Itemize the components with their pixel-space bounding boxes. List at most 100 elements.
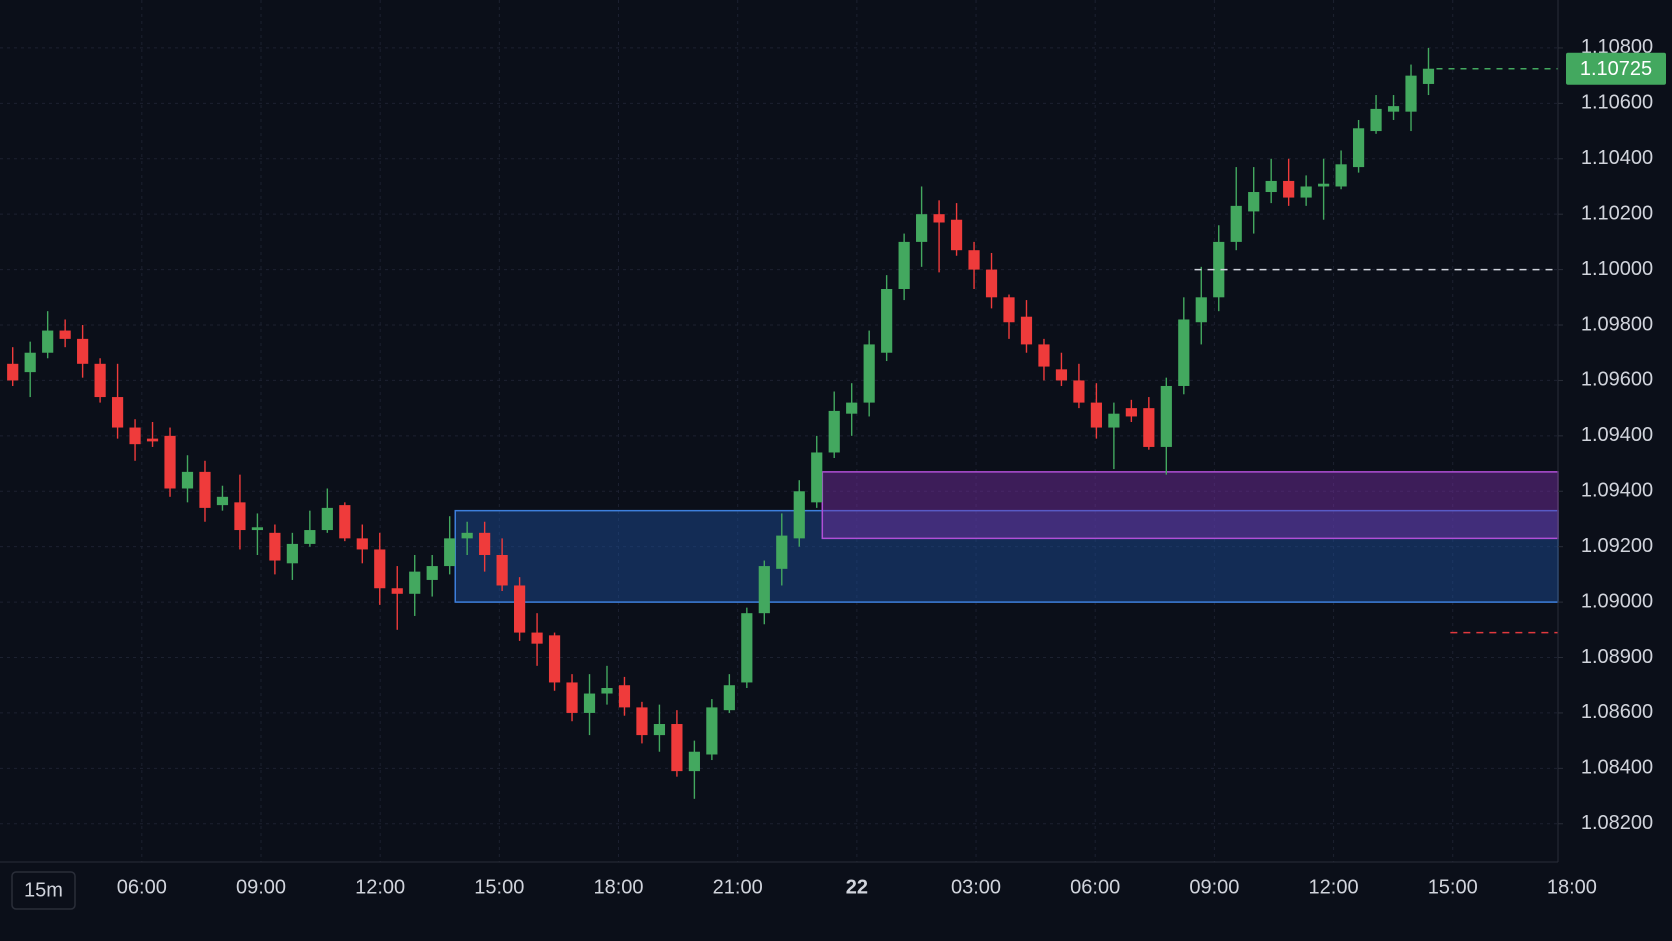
y-tick-label: 1.09000 [1581, 590, 1653, 612]
candle-body [1300, 186, 1312, 198]
candle-body [94, 363, 106, 398]
candle-body [111, 397, 124, 428]
y-tick-label: 1.10000 [1581, 258, 1653, 280]
x-tick-label: 12:00 [355, 876, 405, 898]
candle-body [1125, 408, 1137, 417]
candle-body [706, 707, 718, 755]
candle-body [356, 538, 368, 550]
candle-body [1230, 205, 1242, 242]
zones [454, 471, 1559, 603]
y-tick-label: 1.08600 [1581, 701, 1653, 723]
x-tick-label: 03:00 [951, 876, 1001, 898]
candle-body [846, 402, 858, 414]
last-price-label: 1.10725 [1580, 58, 1652, 80]
y-tick-label: 1.09400 [1581, 480, 1653, 502]
x-tick-label: 15:00 [1428, 876, 1478, 898]
x-tick-label: 22 [846, 876, 868, 898]
candle-body [1090, 402, 1102, 428]
candle-body [723, 685, 735, 711]
candle-body [985, 269, 998, 298]
candle-body [933, 214, 945, 223]
candle-body [1335, 164, 1347, 187]
candle-body [653, 724, 666, 736]
candle-body [374, 549, 386, 589]
y-tick-label: 1.10200 [1581, 202, 1653, 224]
candle-body [1283, 180, 1295, 198]
y-tick-label: 1.09600 [1581, 369, 1653, 391]
candle-body [164, 435, 176, 489]
candle-body [583, 693, 596, 713]
candle-body [916, 214, 928, 242]
candle-body [758, 566, 770, 614]
candle-body [1370, 108, 1382, 132]
x-tick-label: 21:00 [713, 876, 763, 898]
candle-body [251, 527, 264, 531]
candle-body [496, 554, 508, 586]
candle-body [1213, 241, 1225, 298]
candle-body [24, 352, 36, 373]
candle-body [461, 532, 473, 539]
x-tick-label: 09:00 [236, 876, 286, 898]
candle-body [479, 532, 491, 555]
candle-body [688, 751, 700, 772]
candle-body [339, 505, 351, 539]
candle-body [1020, 316, 1033, 345]
y-tick-label: 1.08900 [1581, 646, 1653, 668]
candle-body [1073, 380, 1085, 403]
candle-body [269, 532, 281, 561]
y-tick-label: 1.08400 [1581, 757, 1653, 779]
candle-body [863, 344, 875, 403]
candle-body [1387, 106, 1400, 112]
y-tick-label: 1.10600 [1581, 92, 1653, 114]
candle-body [59, 330, 71, 339]
candle-body [304, 530, 316, 544]
y-tick-label: 1.09200 [1581, 535, 1653, 557]
candle-body [1143, 408, 1155, 447]
candle-body [234, 502, 246, 531]
interval-label[interactable]: 15m [24, 879, 63, 901]
candle-body [950, 219, 963, 251]
x-tick-label: 09:00 [1189, 876, 1239, 898]
candle-body [1195, 297, 1207, 323]
candle-body [1265, 180, 1277, 193]
candle-body [898, 241, 910, 289]
axes: 1.108001.106001.104001.102001.100001.098… [117, 36, 1666, 898]
interval-box[interactable] [11, 871, 76, 910]
candle-body [321, 507, 333, 531]
grid [0, 0, 1558, 862]
candle-body [391, 588, 403, 594]
candle-body [1422, 68, 1435, 84]
zone [821, 471, 1559, 540]
x-tick-label: 06:00 [117, 876, 167, 898]
candle-body [793, 491, 805, 539]
candle-body [776, 535, 788, 569]
candles [7, 47, 1435, 799]
candle-body [1038, 344, 1050, 367]
candle-body [1003, 297, 1015, 323]
candle-body [514, 585, 526, 633]
candle-body [444, 538, 456, 567]
candle-body [1178, 319, 1190, 386]
candle-body [42, 330, 54, 353]
candle-body [1248, 192, 1260, 212]
candle-body [1318, 183, 1330, 187]
candle-body [828, 410, 840, 453]
candle-body [146, 438, 159, 442]
candle-body [968, 250, 980, 270]
candle-body [1352, 128, 1365, 168]
x-tick-label: 12:00 [1309, 876, 1359, 898]
x-tick-label: 06:00 [1070, 876, 1120, 898]
x-tick-label: 15:00 [474, 876, 524, 898]
candle-body [566, 682, 578, 713]
candle-body [531, 632, 543, 644]
candle-body [7, 363, 19, 381]
candle-body [601, 687, 613, 694]
x-tick-label: 18:00 [593, 876, 643, 898]
candle-body [426, 566, 438, 580]
y-tick-label: 1.10400 [1581, 147, 1653, 169]
y-tick-label: 1.08200 [1581, 812, 1653, 834]
candle-body [409, 571, 421, 594]
candle-body [1108, 413, 1120, 428]
y-tick-label: 1.09800 [1581, 313, 1653, 335]
